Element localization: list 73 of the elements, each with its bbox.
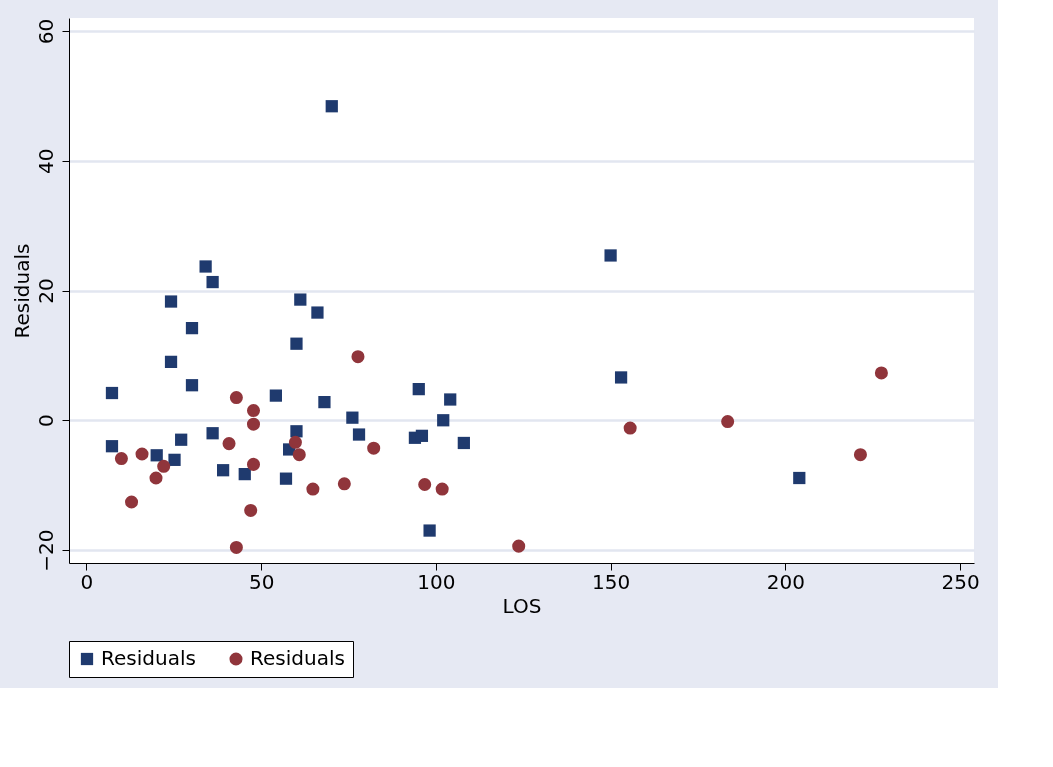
point [185,322,199,335]
point [311,306,324,319]
point [412,383,425,396]
point [415,429,429,442]
point [246,457,261,471]
point [150,449,163,462]
point [512,539,526,553]
x-tick-label: 50 [248,569,275,594]
point [105,386,119,400]
legend-label: Residuals [250,646,345,670]
point [229,391,243,405]
point [306,482,320,496]
point [199,260,212,273]
point [135,447,149,461]
point [367,441,381,455]
x-tick-label: 100 [417,569,456,594]
y-tick-label: 20 [33,278,58,304]
point [175,433,188,446]
point [222,437,236,451]
point [294,293,307,306]
point [149,471,163,485]
point [346,411,359,424]
point [457,436,470,450]
y-tick-label: 60 [33,18,58,45]
point [604,249,617,262]
legend-label: Residuals [101,646,196,670]
point [244,503,258,517]
point [125,495,139,509]
point [444,393,457,406]
point [164,355,178,368]
point [614,371,628,384]
point [279,472,293,485]
point [246,404,261,418]
point [435,482,449,496]
point [874,366,888,380]
point [206,427,219,440]
point [337,477,351,491]
point [290,425,303,438]
point [437,414,450,427]
y-tick-label: 0 [33,414,58,428]
point [351,350,365,364]
point [853,448,867,462]
point [216,464,230,477]
point [238,467,251,481]
point [325,100,338,113]
point [206,275,219,289]
point [290,337,303,350]
x-axis-title: LOS [502,593,542,618]
point [318,395,331,409]
point [164,295,178,308]
x-tick-label: 150 [592,569,631,594]
point [352,428,366,441]
point [292,448,306,462]
point [105,440,119,453]
point [185,379,199,392]
point [721,415,735,429]
point [288,435,302,449]
x-tick-label: 250 [941,569,980,594]
x-tick-label: 0 [80,569,94,594]
y-tick-label: 40 [33,148,58,174]
point [793,471,806,485]
y-axis-title: Residuals [9,243,34,339]
point [157,459,171,473]
point [168,453,181,466]
point [229,540,243,554]
point [423,524,436,537]
point [269,389,282,402]
y-tick-label: −20 [33,529,58,572]
point [114,452,128,466]
x-tick-label: 200 [766,569,805,594]
point [246,417,261,431]
point [623,421,637,435]
point [418,477,432,491]
